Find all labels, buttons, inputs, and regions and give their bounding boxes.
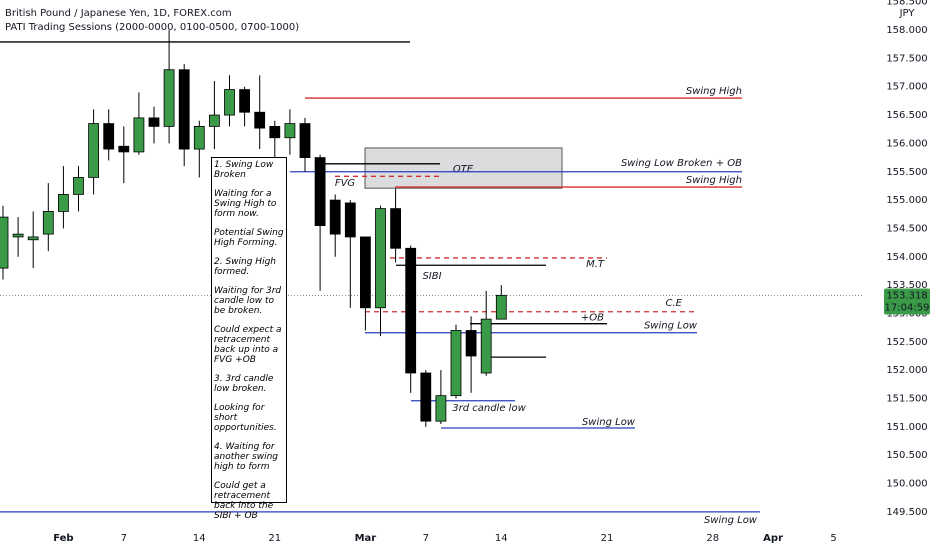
chart-subtitle: PATI Trading Sessions (2000-0000, 0100-0…	[5, 22, 299, 33]
candle-body	[480, 318, 492, 374]
candle-body	[103, 123, 115, 150]
level-label: Swing High	[686, 86, 742, 97]
y-tick-label: 150.500	[886, 450, 927, 461]
candle-body	[0, 216, 9, 269]
annotation: FVG	[335, 178, 356, 189]
candle-body	[163, 69, 175, 127]
y-tick-label: 152.500	[886, 337, 927, 348]
notes-box: 1. Swing Low Broken Waiting for a Swing H…	[211, 157, 287, 521]
x-tick-label: Feb	[53, 533, 73, 544]
note: 1. Swing Low Broken	[214, 160, 274, 180]
candle-body	[375, 208, 386, 309]
candle-body	[420, 372, 432, 422]
candle-body	[359, 236, 371, 309]
level-label: Swing High	[686, 175, 742, 186]
y-tick-label: 154.500	[886, 223, 927, 234]
y-tick-label: 155.500	[886, 167, 927, 178]
y-tick-label: 156.500	[886, 110, 927, 121]
y-tick-label: 158.000	[886, 25, 927, 36]
x-tick-label: 21	[268, 533, 281, 544]
note: Looking for short opportunities.	[214, 403, 277, 433]
annotation: SIBI	[422, 271, 441, 282]
y-tick-label: 154.000	[886, 252, 927, 263]
candle-body	[224, 89, 235, 116]
candle-body	[405, 247, 417, 374]
x-tick-label: 28	[706, 533, 719, 544]
candle-body	[12, 233, 24, 238]
y-tick-label: 157.500	[886, 53, 927, 64]
level-label: Swing Low Broken + OB	[621, 158, 742, 169]
y-tick-label: 149.500	[886, 507, 927, 518]
note: Could get a retracement back into the SI…	[214, 481, 274, 521]
x-tick-label: 7	[121, 533, 127, 544]
candle-body	[390, 208, 402, 249]
candle-body	[344, 202, 356, 238]
candle-body	[208, 114, 220, 127]
note: 3. 3rd candle low broken.	[214, 374, 274, 394]
candle-body	[435, 395, 447, 422]
y-tick-label: 157.000	[886, 82, 927, 93]
candle-body	[118, 145, 130, 153]
level-label: M.T	[586, 259, 605, 270]
candle-body	[42, 211, 54, 235]
candle-body	[239, 89, 251, 113]
level-label: +OB	[581, 313, 604, 324]
currency: JPY	[899, 8, 916, 19]
note: Waiting for a Swing High to form now.	[214, 189, 277, 219]
y-tick-label: 155.000	[886, 195, 927, 206]
x-tick-label: 14	[193, 533, 206, 544]
candle-body	[450, 330, 462, 397]
note: 2. Swing High formed.	[214, 257, 276, 277]
x-tick-label: 7	[423, 533, 429, 544]
x-tick-label: Mar	[355, 533, 377, 544]
x-tick-label: 14	[495, 533, 508, 544]
y-tick-label: 153.500	[886, 280, 927, 291]
x-tick-label: 5	[830, 533, 836, 544]
note: Potential Swing High Forming.	[214, 228, 284, 248]
note: Could expect a retracement back up into …	[214, 325, 282, 365]
candle-body	[73, 177, 84, 195]
level-label: 3rd candle low	[452, 403, 526, 414]
y-tick-label: 158.500	[886, 0, 927, 8]
y-tick-label: 156.000	[886, 138, 927, 149]
chart-title: British Pound / Japanese Yen, 1D, FOREX.…	[5, 8, 232, 19]
level-label: Swing Low	[582, 417, 636, 428]
price-tag-value: 153.318	[886, 290, 927, 301]
y-tick-label: 151.500	[886, 393, 927, 404]
candle-body	[178, 69, 190, 150]
candle-body	[88, 123, 99, 178]
x-tick-label: Apr	[763, 533, 783, 544]
y-tick-label: 151.000	[886, 422, 927, 433]
candle-body	[193, 126, 205, 150]
candle-body	[27, 236, 39, 241]
price-tag-countdown: 17:04:59	[885, 302, 930, 313]
candle-body	[284, 123, 296, 139]
candle-body	[329, 199, 341, 235]
price-tag	[884, 288, 930, 315]
zone-label: OTE	[453, 164, 474, 175]
note: 4. Waiting for another swing high to for…	[214, 442, 279, 472]
candle-body	[465, 330, 477, 357]
level-label: Swing Low	[704, 515, 758, 526]
level-label: C.E	[666, 298, 683, 309]
candle-body	[254, 111, 266, 129]
y-tick-label: 152.000	[886, 365, 927, 376]
candle-body	[495, 294, 507, 320]
level-label: Swing Low	[644, 321, 698, 332]
candle-body	[148, 117, 160, 127]
candle-body	[269, 126, 281, 139]
candle-body	[133, 117, 145, 153]
note: Waiting for 3rd candle low to be broken.	[214, 286, 282, 316]
candle-body	[299, 123, 311, 158]
y-tick-label: 150.000	[886, 479, 927, 490]
candle-body	[58, 194, 69, 212]
x-tick-label: 21	[601, 533, 614, 544]
zone	[364, 147, 563, 189]
candle-body	[314, 157, 326, 227]
